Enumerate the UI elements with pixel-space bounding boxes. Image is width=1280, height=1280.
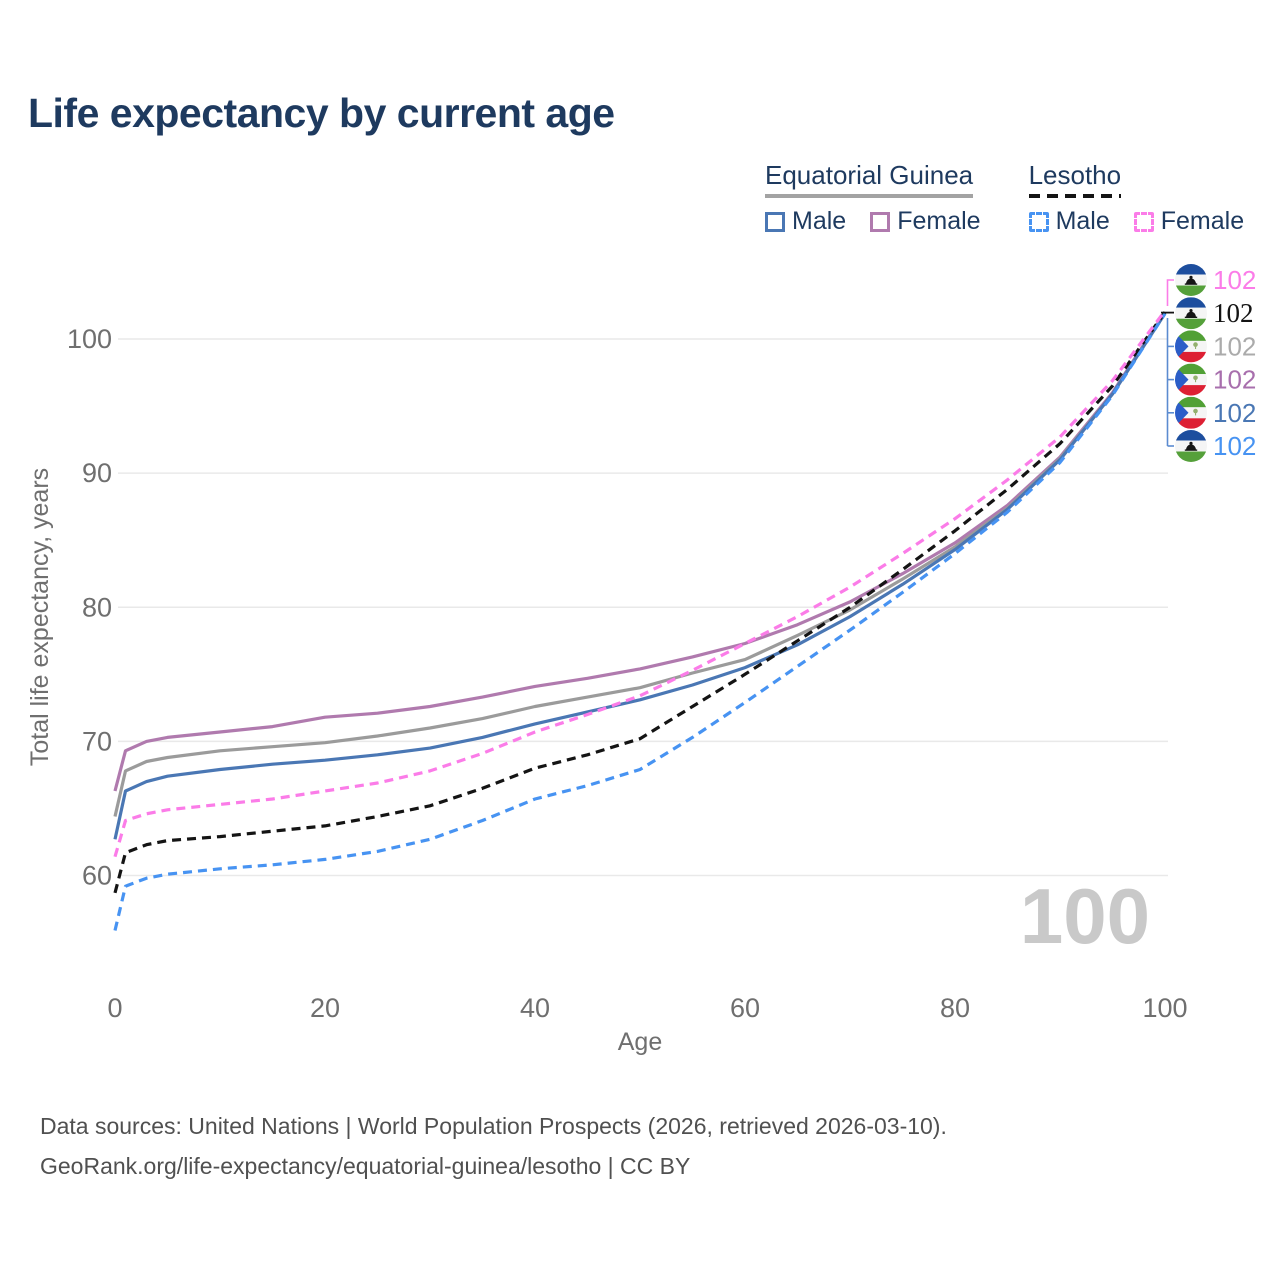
- series-line-lesotho-female[interactable]: [113, 309, 1167, 858]
- legend-swatch: [765, 211, 785, 232]
- end-value-label: 102: [1213, 331, 1256, 361]
- series-lines: [113, 309, 1167, 931]
- legend-country-label: Lesotho: [1028, 160, 1122, 198]
- legend-swatch: [870, 211, 891, 232]
- end-value-label: 102: [1213, 398, 1256, 428]
- y-tick-label: 100: [67, 324, 112, 354]
- equatorial-guinea-flag-icon: [1175, 363, 1207, 396]
- age-counter-watermark: 100: [1020, 872, 1150, 960]
- x-tick-label: 20: [310, 993, 340, 1023]
- x-tick-label: 40: [520, 993, 550, 1023]
- y-tick-label: 90: [82, 458, 112, 488]
- legend-group-equatorial-guinea: Equatorial Guinea Male Female: [765, 160, 981, 236]
- end-value-label: 102: [1213, 298, 1254, 328]
- y-axis-title: Total life expectancy, years: [26, 468, 54, 766]
- legend-item-lesotho-female[interactable]: Female: [1133, 207, 1245, 236]
- legend-item-label: Male: [1055, 207, 1110, 235]
- x-tick-label: 100: [1142, 993, 1187, 1023]
- x-tick-label: 60: [730, 993, 760, 1023]
- y-tick-label: 60: [82, 861, 112, 891]
- x-tick-label: 80: [940, 993, 970, 1023]
- legend-swatch: [1028, 211, 1049, 232]
- series-line-equatorial-guinea-female[interactable]: [113, 311, 1167, 792]
- series-line-lesotho-male[interactable]: [113, 312, 1167, 931]
- y-axis-ticks: 60 70 80 90 100: [67, 324, 112, 891]
- legend-swatch: [1133, 211, 1154, 232]
- x-axis-title: Age: [618, 1028, 662, 1056]
- x-axis-ticks: 0 20 40 60 80 100: [107, 993, 1187, 1023]
- legend: Equatorial Guinea Male Female Lesotho Male Fe…: [765, 160, 1244, 236]
- legend-item-equatorial-guinea-female[interactable]: Female: [870, 207, 981, 236]
- lesotho-flag-icon: [1175, 430, 1207, 462]
- lesotho-flag-icon: [1175, 264, 1207, 296]
- footer: Data sources: United Nations | World Pop…: [40, 1106, 947, 1186]
- legend-item-label: Female: [1160, 207, 1245, 235]
- legend-item-label: Female: [897, 207, 981, 235]
- end-value-label: 102: [1213, 365, 1256, 395]
- legend-item-lesotho-male[interactable]: Male: [1028, 207, 1110, 236]
- y-tick-label: 80: [82, 592, 112, 622]
- solid-line-key: [765, 194, 974, 198]
- legend-country-label: Equatorial Guinea: [765, 160, 974, 198]
- series-line-equatorial-guinea-male[interactable]: [113, 312, 1167, 840]
- x-tick-label: 0: [107, 993, 122, 1023]
- callout-connector: [1166, 279, 1174, 306]
- series-line-equatorial-guinea-total[interactable]: [113, 311, 1167, 817]
- legend-item-label: Male: [792, 207, 847, 235]
- y-tick-label: 70: [82, 726, 112, 756]
- end-value-label: 102: [1213, 431, 1256, 461]
- lesotho-flag-icon: [1175, 297, 1207, 330]
- legend-item-equatorial-guinea-male[interactable]: Male: [765, 207, 846, 236]
- series-line-lesotho-total[interactable]: [113, 311, 1167, 894]
- dashed-line-key: [1028, 194, 1122, 198]
- end-value-label: 102: [1213, 265, 1256, 295]
- legend-group-lesotho: Lesotho Male Female: [1028, 160, 1245, 236]
- equatorial-guinea-flag-icon: [1175, 330, 1207, 363]
- page-title: Life expectancy by current age: [28, 90, 615, 136]
- footer-sources: Data sources: United Nations | World Pop…: [40, 1113, 947, 1139]
- equatorial-guinea-flag-icon: [1175, 396, 1207, 429]
- footer-attribution: GeoRank.org/life-expectancy/equatorial-g…: [40, 1153, 691, 1179]
- gridlines: [118, 338, 1168, 877]
